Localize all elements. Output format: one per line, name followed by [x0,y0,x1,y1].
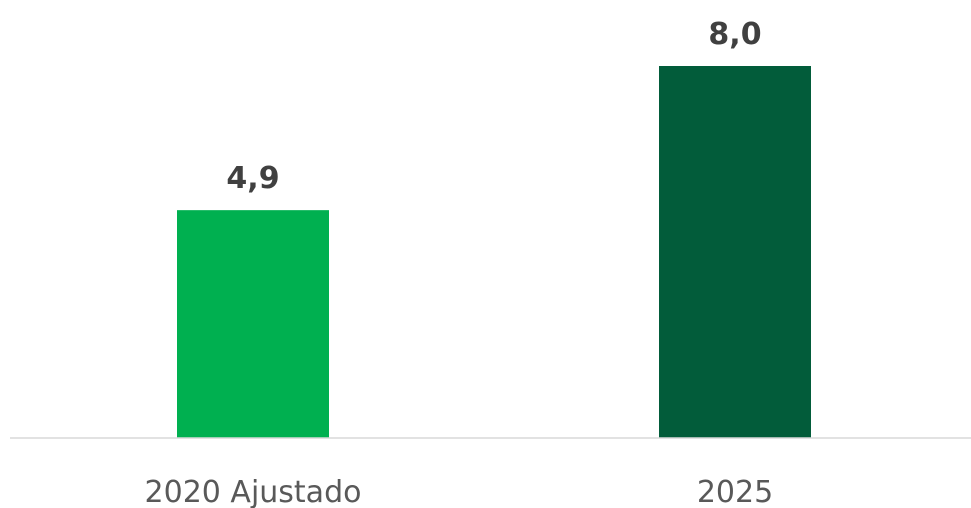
bar [659,66,811,438]
x-tick-label: 2025 [697,475,773,508]
value-label: 8,0 [708,17,761,52]
bar [177,210,329,438]
value-label: 4,9 [226,161,279,196]
x-tick-label: 2020 Ajustado [145,475,362,508]
